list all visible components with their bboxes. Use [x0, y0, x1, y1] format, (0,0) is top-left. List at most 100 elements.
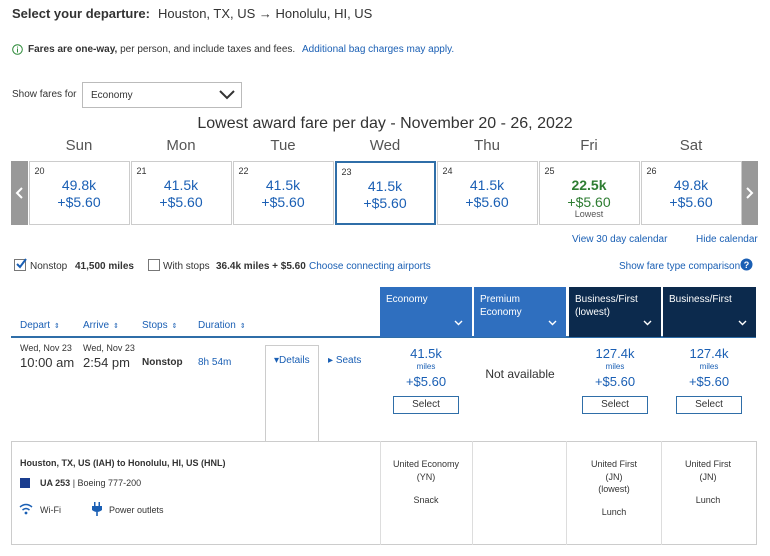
depart-date: Wed, Nov 23	[20, 343, 72, 353]
sort-icon: ⇕	[54, 323, 60, 330]
fare-header[interactable]: Business/First	[663, 287, 756, 337]
day-fee: +$5.60	[567, 194, 611, 210]
day-name: Wed	[369, 137, 401, 154]
day-fee: +$5.60	[261, 194, 305, 210]
fare-header-label: Economy	[386, 294, 428, 305]
with-stops-miles: 36.4k miles + $5.60	[216, 261, 306, 272]
fare-select[interactable]: Economy	[82, 82, 242, 108]
select-button[interactable]: Select	[582, 396, 648, 414]
with-stops-checkbox[interactable]	[148, 259, 160, 271]
nonstop-checkbox[interactable]	[14, 258, 27, 271]
bag-link[interactable]: Additional bag charges may apply.	[302, 44, 455, 55]
sort-label: Stops	[142, 320, 168, 331]
aircraft: Boeing 777-200	[77, 478, 142, 488]
cabin-line: (JN)	[699, 471, 717, 482]
day-name: Thu	[474, 137, 500, 154]
stops: Nonstop	[142, 357, 183, 368]
info-icon	[12, 44, 23, 55]
day-cell[interactable]: 21 41.5k +$5.60	[130, 161, 232, 225]
cabin-line: United First	[590, 459, 637, 469]
nonstop-label: Nonstop	[30, 261, 68, 272]
day-cell[interactable]: 25 22.5k +$5.60 Lowest	[538, 161, 640, 225]
prev-week[interactable]	[11, 161, 28, 225]
connecting-link[interactable]: Choose connecting airports	[309, 261, 431, 272]
fare-unit: miles	[699, 362, 719, 371]
cabin: United First (JN) (lowest) Lunch	[568, 458, 660, 518]
details-panel	[11, 441, 757, 545]
day-cell[interactable]: 22 41.5k +$5.60	[232, 161, 334, 225]
day-cell[interactable]: 23 41.5k +$5.60	[334, 161, 436, 225]
next-week[interactable]	[741, 161, 758, 225]
duration: 8h 54m	[198, 357, 232, 368]
details-tab[interactable]: ▾Details	[265, 345, 319, 441]
select-arrow	[219, 90, 235, 100]
divider	[566, 441, 567, 545]
notice-bold: Fares are one-way,	[28, 44, 118, 55]
cabin-line: (JN)	[605, 471, 623, 482]
sort-header[interactable]: Duration ⇕	[198, 320, 246, 331]
sort-icon: ⇕	[239, 323, 246, 330]
day-cell[interactable]: 24 41.5k +$5.60	[436, 161, 538, 225]
divider	[661, 441, 662, 545]
day-miles: 49.8k	[61, 177, 97, 193]
amenity-wifi: Wi-Fi	[40, 505, 61, 515]
sort-chevron	[643, 318, 652, 329]
sort-header[interactable]: Depart ⇕	[20, 320, 60, 331]
seats-link[interactable]: ▸ Seats	[328, 355, 362, 366]
day-date: 26	[646, 166, 657, 176]
seats-text: Seats	[335, 355, 362, 366]
sort-header[interactable]: Stops ⇕	[142, 320, 177, 331]
day-cell[interactable]: 20 49.8k +$5.60	[28, 161, 130, 225]
day-fee: +$5.60	[159, 194, 203, 210]
fare-header[interactable]: Economy	[380, 287, 472, 337]
cabin-line: (YN)	[416, 471, 436, 482]
sort-label: Arrive	[83, 320, 110, 331]
with-stops-label: With stops	[163, 261, 210, 272]
cabin-meal: Snack	[413, 495, 439, 505]
day-date: 24	[442, 166, 453, 176]
day-miles: 41.5k	[367, 178, 403, 194]
route: Houston, TX, US → Honolulu, HI, US	[158, 6, 373, 21]
day-name: Fri	[580, 137, 598, 154]
day-name: Sun	[65, 137, 93, 154]
details-route: Houston, TX, US (IAH) to Honolulu, HI, U…	[20, 458, 226, 468]
airline-icon	[20, 478, 30, 488]
day-fee: +$5.60	[363, 195, 407, 211]
day-fee: +$5.60	[57, 194, 101, 210]
help-icon[interactable]: ?	[740, 258, 753, 271]
cabin: United Economy (YN) Snack	[380, 458, 472, 507]
cabin-meal: Lunch	[601, 506, 627, 517]
day-name: Tue	[270, 137, 296, 154]
fare-unit: miles	[416, 362, 436, 371]
day-miles: 41.5k	[163, 177, 199, 193]
sort-label: Duration	[198, 320, 236, 331]
fare-miles: 41.5k	[410, 346, 442, 361]
calendar-30-link[interactable]: View 30 day calendar	[572, 234, 668, 245]
select-button[interactable]: Select	[393, 396, 459, 414]
comparison-link[interactable]: Show fare type comparison	[619, 261, 741, 272]
sort-icon: ⇕	[171, 323, 178, 330]
header-rule	[11, 336, 756, 338]
hide-calendar-link[interactable]: Hide calendar	[696, 234, 758, 245]
notice: Fares are one-way, per person, and inclu…	[28, 44, 454, 55]
sort-header[interactable]: Arrive ⇕	[83, 320, 119, 331]
day-fee: +$5.60	[465, 194, 509, 210]
fare-header[interactable]: Business/First (lowest)	[569, 287, 661, 337]
fare-header[interactable]: Premium Economy	[474, 287, 566, 337]
day-cell[interactable]: 26 49.8k +$5.60	[640, 161, 742, 225]
divider	[472, 441, 473, 545]
fare-fee: +$5.60	[688, 374, 730, 389]
fare-miles: 127.4k	[689, 346, 729, 361]
day-note: Lowest	[574, 209, 604, 219]
depart-time: 10:00 am	[20, 355, 75, 370]
day-fee: +$5.60	[669, 194, 713, 210]
nonstop-miles: 41,500 miles	[75, 261, 134, 272]
select-button[interactable]: Select	[676, 396, 742, 414]
notice-text: per person, and include taxes and fees.	[120, 44, 296, 55]
flight-number: UA 253	[40, 478, 71, 488]
day-miles: 41.5k	[265, 177, 301, 193]
page-title: Select your departure:	[12, 6, 150, 21]
details-text: Details	[279, 355, 310, 366]
wifi-icon	[19, 503, 33, 515]
